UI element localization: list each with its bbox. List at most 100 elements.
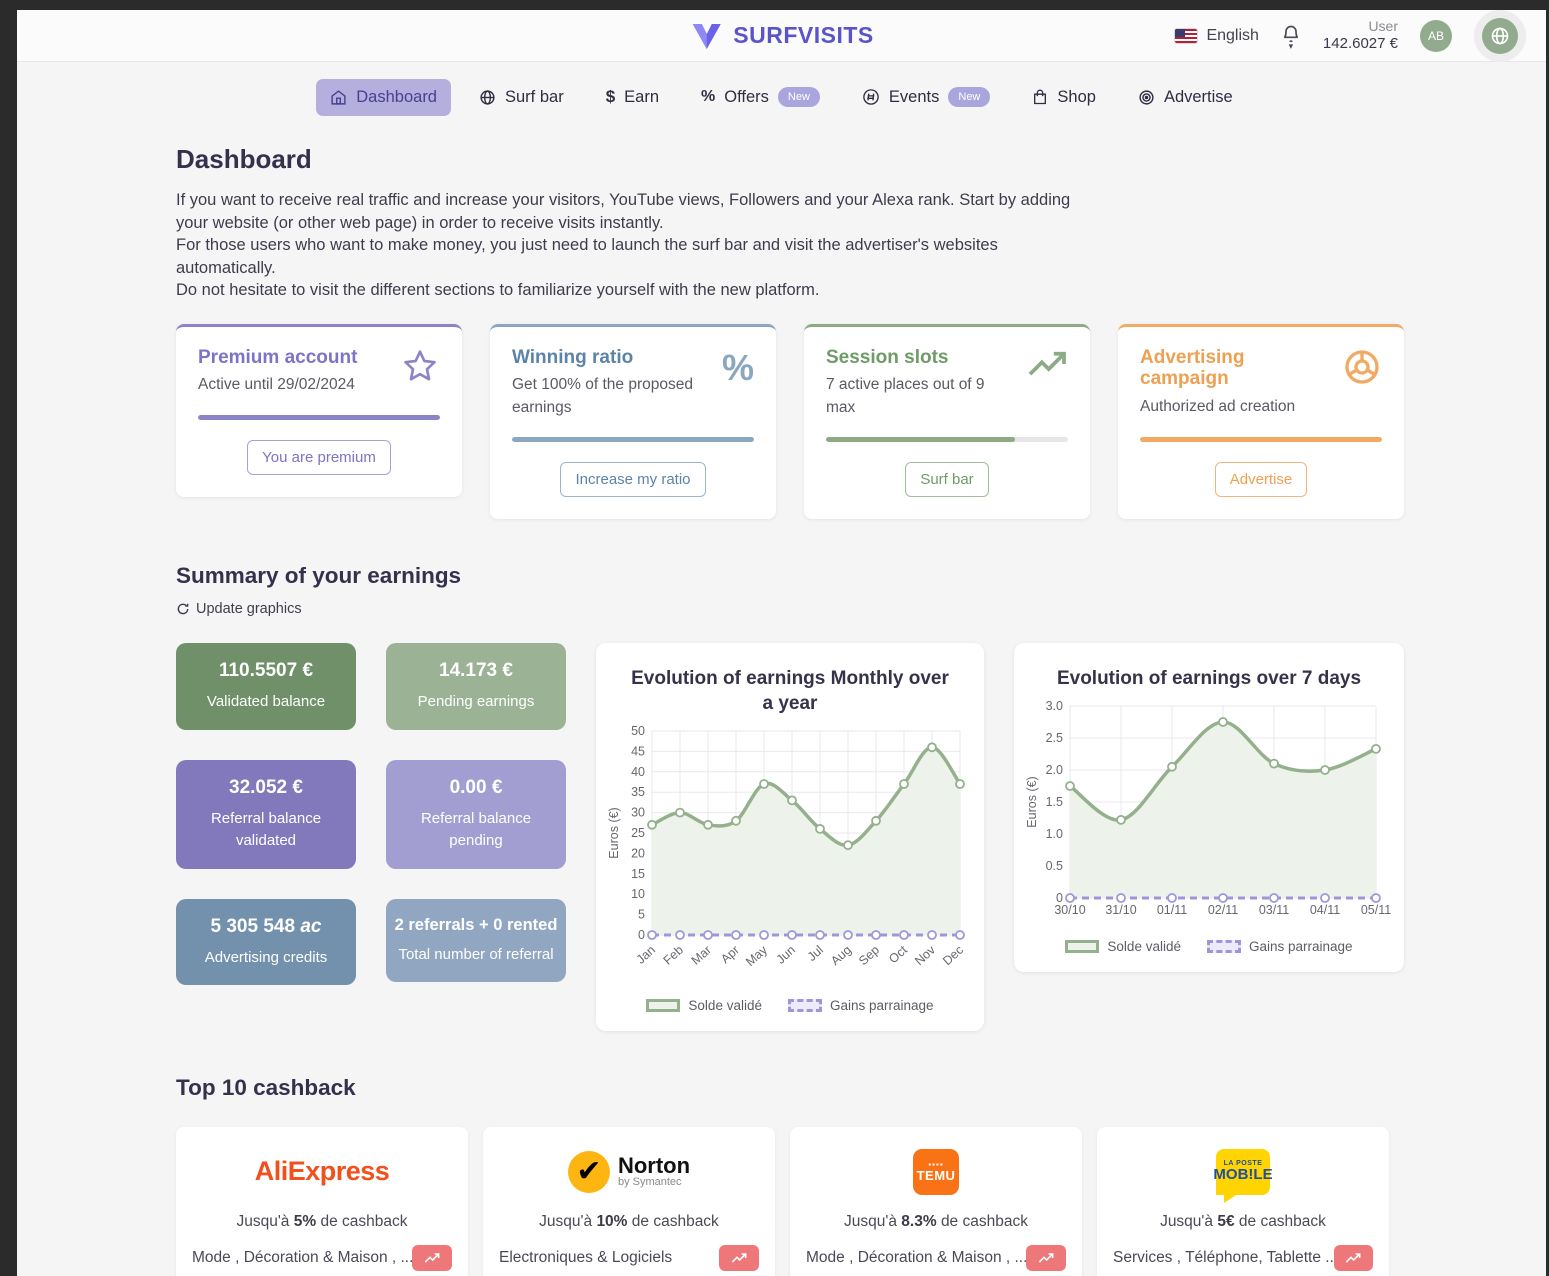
main-nav: Dashboard Surf bar $ Earn % Offers New E… [17,62,1546,126]
nav-item-earn[interactable]: $ Earn [592,78,673,116]
cashback-category: Mode , Décoration & Maison , ... [192,1248,413,1266]
legend-item[interactable]: Gains parrainage [1206,939,1353,954]
card-subtitle: Get 100% of the proposed earnings [512,376,693,416]
svg-text:Jan: Jan [634,942,658,966]
monthly-earnings-chart-card: Evolution of earnings Monthly over a yea… [596,643,984,1031]
premium-account-card: Premium account Active until 29/02/2024 … [176,323,462,497]
open-offer-button[interactable] [412,1244,452,1271]
top-header: SURFVISITS English ▾ User 142.6027 € AB [17,10,1546,62]
update-graphics-label: Update graphics [196,601,302,618]
svg-text:Nov: Nov [912,942,938,968]
card-subtitle: Active until 29/02/2024 [198,376,355,394]
svg-text:2.0: 2.0 [1046,763,1063,777]
home-icon [330,89,347,106]
surf-bar-button[interactable]: Surf bar [905,462,989,498]
stats-grid: 110.5507 € Validated balance 14.173 € Pe… [176,643,566,986]
svg-text:0.5: 0.5 [1046,859,1063,873]
brand[interactable]: SURFVISITS [689,22,873,50]
intro-line: Do not hesitate to visit the different s… [176,281,820,299]
intro-line: If you want to receive real traffic and … [176,191,1071,232]
legend-item[interactable]: Solde validé [1065,939,1181,954]
chart-legend: Solde validé Gains parrainage [606,992,974,1019]
nav-label: Earn [624,87,660,106]
cashback-grid: AliExpress Jusqu'à 5% de cashback Mode ,… [176,1126,1404,1276]
nav-item-dashboard[interactable]: Dashboard [316,78,451,116]
chart-legend: Solde validé Gains parrainage [1024,933,1394,960]
notifications-button[interactable]: ▾ [1281,24,1301,51]
cashback-category: Mode , Décoration & Maison , ... [806,1248,1027,1266]
chrome-icon [1342,347,1382,419]
monthly-earnings-chart: 0 5 10 15 20 25 30 35 40 45 50 Jan Feb Mar Apr May Jun Ju… [607,724,966,969]
temu-logo: ▪▪▪▪ TEMU [913,1148,959,1195]
total-referral-stat: 2 referrals + 0 rented Total number of r… [386,898,566,983]
brand-logo-icon [692,23,721,49]
cashback-card-aliexpress[interactable]: AliExpress Jusqu'à 5% de cashback Mode ,… [176,1126,468,1276]
svg-text:Aug: Aug [828,942,854,967]
nav-item-advertise[interactable]: Advertise [1124,79,1247,116]
update-graphics-link[interactable]: Update graphics [176,601,302,617]
avatar[interactable]: AB [1420,20,1452,52]
svg-text:0: 0 [1056,891,1063,905]
us-flag-icon [1175,29,1198,43]
open-offer-button[interactable] [1026,1244,1066,1271]
cashback-amount-line: Jusqu'à 5% de cashback [236,1212,408,1230]
svg-text:30: 30 [631,805,645,819]
nav-item-offers[interactable]: % Offers New [687,78,834,116]
norton-check-icon: ✔ [567,1150,610,1193]
cashback-card-temu[interactable]: ▪▪▪▪ TEMU Jusqu'à 8.3% de cashback Mode … [790,1126,1082,1276]
cashback-card-norton[interactable]: ✔ Norton by Symantec Jusqu'à 10% de cash… [483,1126,775,1276]
user-info[interactable]: User 142.6027 € [1323,18,1398,54]
svg-text:3.0: 3.0 [1046,699,1063,713]
legend-item[interactable]: Solde validé [646,998,762,1013]
svg-text:Dec: Dec [940,942,966,967]
weekly-earnings-chart: 0 0.5 1.0 1.5 2.0 2.5 3.0 30/10 31/10 01/11 02/11 0… [1025,699,1391,917]
increase-ratio-button[interactable]: Increase my ratio [560,462,706,498]
card-title: Winning ratio [512,346,634,368]
chevron-down-icon: ▾ [1288,40,1294,51]
you-are-premium-button[interactable]: You are premium [247,439,391,475]
svg-text:Sep: Sep [856,942,882,967]
card-subtitle: 7 active places out of 9 max [826,376,985,416]
norton-logo: ✔ Norton by Symantec [499,1143,759,1201]
svg-text:2.5: 2.5 [1046,731,1063,745]
legend-item[interactable]: Gains parrainage [787,998,934,1013]
advertise-button[interactable]: Advertise [1214,461,1308,497]
svg-text:20: 20 [631,846,645,860]
winning-ratio-card: Winning ratio Get 100% of the proposed e… [490,323,776,520]
open-offer-button[interactable] [1333,1244,1373,1271]
svg-text:Jul: Jul [805,942,826,963]
language-label: English [1206,27,1259,44]
globe-button[interactable] [1482,18,1518,54]
referral-validated-stat: 32.052 € Referral balance validated [176,760,356,869]
nav-item-shop[interactable]: Shop [1018,79,1110,116]
progress-bar [198,414,440,420]
svg-text:Euros (€): Euros (€) [1025,776,1039,827]
bell-icon [1283,25,1299,42]
laposte-mobile-logo: LA POSTE MOB!LE [1213,1148,1273,1203]
hash-icon [862,88,880,106]
shop-bag-icon [1032,89,1048,106]
svg-text:31/10: 31/10 [1105,903,1136,917]
user-label: User [1368,17,1398,34]
open-offer-button[interactable] [719,1244,759,1271]
weekly-earnings-chart-card: Evolution of earnings over 7 days 0 0.5 1.… [1014,643,1404,972]
cashback-card-laposte-mobile[interactable]: LA POSTE MOB!LE Jusqu'à 5€ de cashback S… [1097,1126,1389,1276]
intro-line: For those users who want to make money, … [176,236,998,277]
svg-text:Jun: Jun [774,942,798,966]
svg-text:Euros (€): Euros (€) [607,807,621,858]
svg-text:25: 25 [631,826,645,840]
card-subtitle: Authorized ad creation [1140,398,1296,416]
language-selector[interactable]: English [1175,27,1259,45]
nav-label: Dashboard [356,87,437,106]
page-title: Dashboard [176,144,312,174]
svg-text:02/11: 02/11 [1208,903,1238,917]
percent-icon: % [721,346,754,388]
aliexpress-logo: AliExpress [254,1156,390,1187]
app-page: SURFVISITS English ▾ User 142.6027 € AB [17,10,1546,1276]
progress-bar [512,437,754,443]
svg-text:0: 0 [638,928,645,942]
intro-text: If you want to receive real traffic and … [176,189,1086,302]
svg-text:May: May [743,942,770,969]
nav-item-events[interactable]: Events New [848,78,1004,116]
nav-item-surf-bar[interactable]: Surf bar [465,79,578,116]
